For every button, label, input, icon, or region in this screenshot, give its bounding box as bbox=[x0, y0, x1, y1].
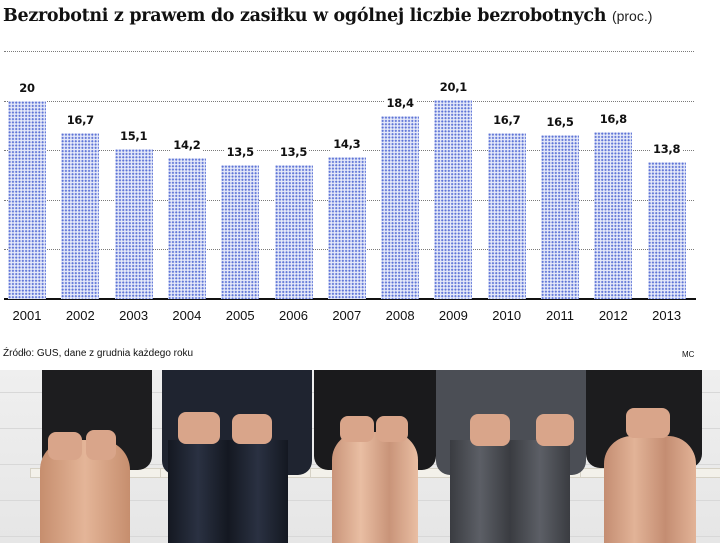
x-tick-label: 2008 bbox=[385, 308, 415, 323]
x-tick-label: 2011 bbox=[546, 308, 574, 323]
bar-value-label: 15,1 bbox=[118, 129, 150, 144]
gridline bbox=[4, 51, 694, 52]
person-1-hand bbox=[48, 432, 82, 460]
bar-value-label: 20,1 bbox=[437, 79, 469, 94]
x-tick-label: 2005 bbox=[225, 308, 255, 323]
person-4-hand bbox=[470, 414, 510, 446]
bar-2003 bbox=[114, 149, 153, 299]
bar-2004 bbox=[167, 158, 206, 299]
person-3-hand bbox=[376, 416, 408, 442]
bar-value-label: 13,5 bbox=[224, 145, 256, 160]
bar-2012 bbox=[594, 132, 633, 299]
person-4-legs bbox=[450, 440, 570, 543]
bar-value-label: 18,4 bbox=[384, 96, 416, 111]
source-note: Źródło: GUS, dane z grudnia każdego roku bbox=[3, 348, 194, 359]
person-3-hand bbox=[340, 416, 374, 442]
bar-value-label: 14,3 bbox=[331, 137, 363, 152]
bar-2009 bbox=[434, 99, 473, 299]
bar-2002 bbox=[61, 133, 100, 299]
chart-title-main: Bezrobotni z prawem do zasiłku w ogólnej… bbox=[3, 6, 607, 26]
bar-2005 bbox=[221, 165, 260, 299]
person-2-legs bbox=[168, 440, 288, 543]
bar-value-label: 16,8 bbox=[597, 112, 629, 127]
bar-value-label: 14,2 bbox=[171, 138, 203, 153]
x-tick-label: 2002 bbox=[65, 308, 95, 323]
x-axis-baseline bbox=[4, 298, 696, 300]
x-tick-label: 2001 bbox=[12, 308, 42, 323]
x-tick-label: 2013 bbox=[652, 308, 682, 323]
bar-2013 bbox=[647, 162, 686, 299]
author-credit: MC bbox=[682, 350, 695, 359]
bar-2010 bbox=[487, 133, 526, 299]
bar-2008 bbox=[381, 116, 420, 299]
person-1-hand bbox=[86, 430, 116, 460]
x-tick-label: 2010 bbox=[492, 308, 522, 323]
person-2-hand bbox=[232, 414, 272, 444]
bar-value-label: 16,5 bbox=[544, 115, 576, 130]
gridline bbox=[4, 100, 694, 102]
bar-value-label: 13,5 bbox=[277, 145, 310, 160]
x-tick-label: 2004 bbox=[172, 308, 202, 323]
chart-title: Bezrobotni z prawem do zasiłku w ogólnej… bbox=[3, 6, 652, 26]
x-tick-label: 2012 bbox=[598, 308, 628, 323]
x-tick-label: 2007 bbox=[332, 308, 362, 323]
person-4-hand bbox=[536, 414, 574, 446]
x-tick-label: 2003 bbox=[119, 308, 149, 323]
person-5-hand bbox=[626, 408, 670, 438]
person-2-hand bbox=[178, 412, 220, 444]
bar-2006 bbox=[274, 165, 313, 299]
chart-title-unit: (proc.) bbox=[611, 8, 653, 24]
bar-chart: 20 2001 16,7 2002 15,1 2003 14,2 2004 13,5 2005 13… bbox=[4, 51, 696, 323]
bar-value-label: 16,7 bbox=[64, 113, 96, 128]
bar-value-label: 16,7 bbox=[491, 113, 523, 128]
person-5-legs bbox=[604, 436, 696, 543]
bar-2011 bbox=[541, 135, 579, 299]
illustration-photo bbox=[0, 370, 720, 543]
x-tick-label: 2009 bbox=[438, 308, 468, 323]
bar-2001 bbox=[8, 100, 46, 299]
bar-value-label: 20 bbox=[17, 80, 37, 95]
x-tick-label: 2006 bbox=[279, 308, 308, 323]
bar-value-label: 13,8 bbox=[651, 142, 683, 157]
bar-2007 bbox=[327, 157, 366, 299]
person-3-legs bbox=[332, 432, 418, 543]
